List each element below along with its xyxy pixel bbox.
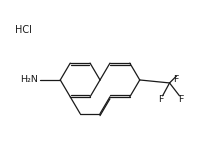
Text: HCl: HCl bbox=[14, 25, 31, 35]
Text: F: F bbox=[178, 95, 183, 104]
Text: F: F bbox=[158, 95, 163, 104]
Text: F: F bbox=[173, 75, 178, 84]
Text: H₂N: H₂N bbox=[20, 75, 38, 84]
